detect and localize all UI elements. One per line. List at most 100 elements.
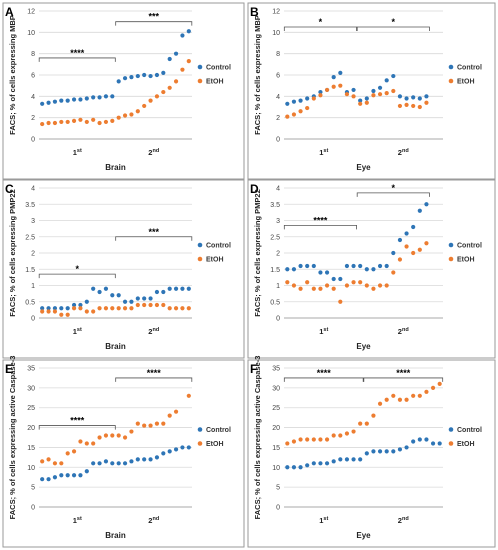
data-point bbox=[59, 98, 64, 103]
data-point bbox=[391, 270, 396, 275]
data-point bbox=[186, 393, 191, 398]
group-label-2nd: 2nd bbox=[148, 516, 159, 525]
data-point bbox=[84, 441, 89, 446]
data-point bbox=[97, 435, 102, 440]
panel-frame bbox=[247, 359, 496, 548]
y-tick-label: 35 bbox=[272, 366, 280, 373]
group-label-number: 2 bbox=[148, 327, 152, 336]
data-point bbox=[364, 267, 369, 272]
data-point bbox=[40, 121, 45, 127]
group-label-number: 1 bbox=[319, 516, 323, 525]
data-point bbox=[65, 119, 70, 125]
data-point bbox=[71, 473, 77, 478]
group-label-1st: 1st bbox=[319, 148, 328, 157]
data-point bbox=[110, 433, 115, 438]
significance-bracket bbox=[283, 224, 357, 230]
data-point bbox=[417, 393, 422, 398]
data-point bbox=[84, 119, 89, 125]
data-point bbox=[142, 72, 147, 78]
data-point bbox=[437, 441, 442, 446]
data-point bbox=[291, 283, 297, 288]
data-point bbox=[298, 98, 303, 103]
y-tick-label: 2 bbox=[276, 251, 280, 258]
data-point bbox=[338, 433, 343, 438]
legend-marker bbox=[448, 78, 454, 84]
legend-marker bbox=[197, 64, 203, 70]
data-point bbox=[46, 100, 51, 105]
y-tick-label: 8 bbox=[276, 51, 280, 58]
y-tick-label: 10 bbox=[27, 465, 35, 472]
data-point bbox=[391, 73, 396, 79]
group-label-1st: 1st bbox=[319, 516, 328, 525]
data-point bbox=[71, 97, 77, 102]
legend-marker bbox=[448, 427, 454, 432]
group-label-1st: 1st bbox=[319, 327, 328, 336]
data-point bbox=[397, 447, 403, 452]
y-axis-label: FACS; % of cells expressing PMP22 bbox=[253, 189, 262, 317]
y-tick-label: 15 bbox=[27, 445, 35, 452]
data-point bbox=[324, 87, 330, 93]
panel-letter: C bbox=[5, 182, 14, 196]
y-tick-label: 2.5 bbox=[270, 234, 280, 241]
data-point bbox=[391, 88, 396, 94]
series-control bbox=[40, 445, 191, 482]
series-control bbox=[40, 29, 191, 106]
significance-bracket bbox=[356, 192, 430, 197]
data-point bbox=[65, 98, 70, 103]
data-point bbox=[377, 92, 383, 97]
significance-stars: *** bbox=[148, 12, 159, 22]
data-point bbox=[424, 437, 429, 442]
data-point bbox=[103, 433, 109, 438]
data-point bbox=[173, 447, 179, 452]
data-point bbox=[305, 105, 310, 111]
significance-stars: **** bbox=[70, 416, 85, 426]
data-point bbox=[424, 241, 429, 246]
y-tick-label: 1 bbox=[31, 283, 35, 290]
data-point bbox=[371, 93, 376, 98]
data-point bbox=[351, 280, 356, 285]
group-label-suffix: nd bbox=[402, 516, 409, 522]
legend-label: EtOH bbox=[206, 79, 224, 86]
data-point bbox=[331, 286, 336, 291]
data-point bbox=[351, 87, 356, 93]
legend-marker bbox=[448, 242, 454, 248]
data-point bbox=[358, 263, 363, 269]
data-point bbox=[180, 445, 185, 450]
data-point bbox=[122, 435, 128, 440]
series-etoh bbox=[40, 302, 191, 317]
data-point bbox=[285, 101, 290, 106]
x-axis-label: Eye bbox=[356, 342, 371, 351]
data-point bbox=[148, 73, 153, 79]
data-point bbox=[154, 72, 160, 78]
data-point bbox=[324, 270, 330, 275]
y-axis-label: FACS; % of cells expressing MBP bbox=[8, 15, 17, 135]
data-point bbox=[411, 439, 416, 444]
series-etoh bbox=[40, 59, 191, 127]
data-point bbox=[305, 263, 310, 269]
data-point bbox=[344, 457, 350, 462]
y-tick-label: 3.5 bbox=[270, 202, 280, 209]
data-point bbox=[180, 286, 185, 291]
data-point bbox=[318, 286, 323, 291]
x-axis-label: Brain bbox=[105, 342, 126, 351]
series-control bbox=[285, 70, 429, 106]
legend-label: EtOH bbox=[457, 79, 475, 86]
legend-marker bbox=[197, 242, 203, 248]
data-point bbox=[91, 309, 96, 314]
significance-bracket bbox=[38, 57, 116, 62]
data-point bbox=[65, 312, 70, 317]
group-label-suffix: nd bbox=[152, 148, 159, 154]
significance-stars: **** bbox=[317, 368, 332, 378]
significance-stars: *** bbox=[148, 227, 159, 237]
significance-bracket bbox=[363, 377, 444, 382]
data-point bbox=[167, 449, 172, 454]
legend-label: EtOH bbox=[206, 441, 224, 448]
data-point bbox=[59, 312, 64, 317]
data-point bbox=[305, 280, 310, 285]
data-point bbox=[91, 117, 96, 122]
group-label-number: 2 bbox=[398, 516, 402, 525]
data-point bbox=[338, 276, 343, 282]
data-point bbox=[291, 439, 297, 444]
data-point bbox=[129, 75, 134, 80]
data-point bbox=[97, 461, 102, 466]
